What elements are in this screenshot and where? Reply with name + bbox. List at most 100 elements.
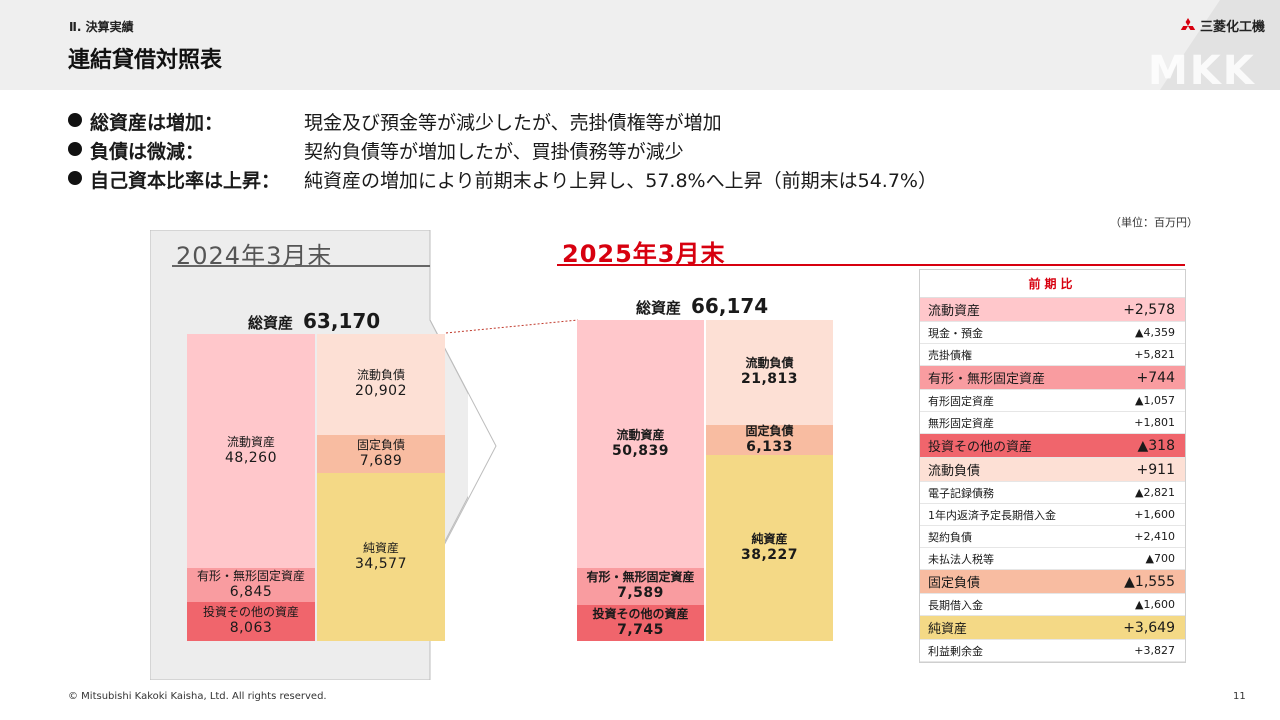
current-net-assets: 純資産 38,227 <box>706 455 833 641</box>
block-value: 7,745 <box>617 621 664 638</box>
prior-fixed-assets: 有形・無形固定資産 6,845 <box>187 568 315 602</box>
row-label: 売掛債権 <box>928 348 972 362</box>
block-value: 8,063 <box>229 620 273 637</box>
company-logo: 三菱化工機 <box>1180 16 1265 35</box>
row-label: 固定負債 <box>928 576 981 591</box>
bullet-label: 自己資本比率は上昇： <box>90 170 281 192</box>
current-investments: 投資その他の資産 7,745 <box>577 605 704 641</box>
row-value: +2,410 <box>1134 530 1175 543</box>
row-label: 投資その他の資産 <box>928 440 1033 455</box>
row-value: ▲1,057 <box>1135 394 1175 407</box>
comparison-main-row: 有形・無形固定資産 +744 <box>920 366 1185 390</box>
row-label: 流動資産 <box>928 304 981 319</box>
comparison-rows: 流動資産 +2,578 現金・預金 ▲4,359 売掛債権 +5,821 有形・無形固定資産… <box>920 298 1185 662</box>
row-value: +3,649 <box>1123 619 1175 636</box>
header-decoration <box>1160 0 1280 90</box>
block-label: 有形・無形固定資産 <box>196 568 305 583</box>
bullet-text: 契約負債等が増加したが、買掛債務等が減少 <box>304 141 684 163</box>
total-assets-value: 66,174 <box>691 294 769 318</box>
comparison-sub-row: 無形固定資産 +1,801 <box>920 412 1185 434</box>
row-label: 純資産 <box>928 622 968 637</box>
yoy-comparison-table: 前期比 流動資産 +2,578 現金・預金 ▲4,359 売掛債権 +5,821 有形・無形… <box>919 269 1186 663</box>
block-value: 6,133 <box>746 438 793 455</box>
row-value: ▲2,821 <box>1135 486 1175 499</box>
row-label: 未払法人税等 <box>928 552 994 566</box>
row-value: ▲4,359 <box>1135 326 1175 339</box>
block-value: 7,589 <box>617 585 664 602</box>
block-value: 20,902 <box>355 383 407 400</box>
current-fixed-assets: 有形・無形固定資産 7,589 <box>577 568 704 605</box>
current-period-label: 2025年3月末 <box>562 240 726 268</box>
row-value: +5,821 <box>1134 348 1175 361</box>
current-current-liabilities: 流動負債 21,813 <box>706 320 833 425</box>
block-value: 21,813 <box>740 371 799 388</box>
row-value: +2,578 <box>1123 301 1175 318</box>
page-title: 連結貸借対照表 <box>68 48 223 73</box>
comparison-main-row: 純資産 +3,649 <box>920 616 1185 640</box>
row-value: ▲318 <box>1137 437 1176 454</box>
row-label: 現金・預金 <box>928 326 983 340</box>
row-value: ▲1,600 <box>1135 598 1175 611</box>
comparison-main-row: 固定負債 ▲1,555 <box>920 570 1185 594</box>
section-label: Ⅱ. 決算実績 <box>69 20 134 34</box>
block-value: 34,577 <box>355 555 407 572</box>
row-label: 無形固定資産 <box>928 416 994 430</box>
comparison-sub-row: 売掛債権 +5,821 <box>920 344 1185 366</box>
three-diamonds-icon <box>1180 17 1196 30</box>
bullet-dot-icon <box>68 171 82 185</box>
row-value: +911 <box>1136 461 1175 478</box>
row-value: ▲700 <box>1145 552 1175 565</box>
prior-period-underline <box>172 265 430 267</box>
prior-current-assets: 流動資産 48,260 <box>187 334 315 568</box>
prior-investments: 投資その他の資産 8,063 <box>187 602 315 641</box>
row-label: 電子記録債務 <box>928 486 994 500</box>
block-value: 38,227 <box>740 546 799 563</box>
row-value: +1,600 <box>1134 508 1175 521</box>
block-label: 流動負債 <box>745 356 794 371</box>
row-label: 利益剰余金 <box>928 644 983 658</box>
block-label: 投資その他の資産 <box>202 605 299 620</box>
block-label: 流動資産 <box>616 427 665 442</box>
slide-header: Ⅱ. 決算実績 連結貸借対照表 MKK 三菱化工機 <box>0 0 1280 90</box>
block-label: 有形・無形固定資産 <box>586 570 695 585</box>
block-label: 純資産 <box>362 540 399 555</box>
row-value: +3,827 <box>1134 644 1175 657</box>
row-label: 流動負債 <box>928 464 981 479</box>
prior-net-assets: 純資産 34,577 <box>317 473 445 641</box>
block-value: 48,260 <box>225 449 277 466</box>
total-assets-label: 総資産 <box>636 299 682 317</box>
comparison-header: 前期比 <box>920 270 1185 298</box>
comparison-sub-row: 長期借入金 ▲1,600 <box>920 594 1185 616</box>
row-value: ▲1,555 <box>1124 573 1175 590</box>
prior-total-assets: 総資産 63,170 <box>248 309 380 333</box>
comparison-sub-row: 現金・預金 ▲4,359 <box>920 322 1185 344</box>
row-value: +1,801 <box>1134 416 1175 429</box>
bullet-text: 純資産の増加により前期末より上昇し、57.8%へ上昇（前期末は54.7%） <box>304 170 937 192</box>
block-label: 固定負債 <box>356 437 405 452</box>
total-assets-value: 63,170 <box>303 309 381 333</box>
comparison-sub-row: 電子記録債務 ▲2,821 <box>920 482 1185 504</box>
current-fixed-liabilities: 固定負債 6,133 <box>706 423 833 455</box>
comparison-sub-row: 利益剰余金 +3,827 <box>920 640 1185 662</box>
comparison-sub-row: 未払法人税等 ▲700 <box>920 548 1185 570</box>
bullet-text: 現金及び預金等が減少したが、売掛債権等が増加 <box>304 112 722 134</box>
comparison-sub-row: 1年内返済予定長期借入金 +1,600 <box>920 504 1185 526</box>
watermark-logo: MKK <box>1148 48 1256 90</box>
row-label: 長期借入金 <box>928 598 983 612</box>
copyright: © Mitsubishi Kakoki Kaisha, Ltd. All rig… <box>68 691 327 702</box>
block-value: 50,839 <box>611 442 670 459</box>
row-label: 1年内返済予定長期借入金 <box>928 508 1056 522</box>
bullet-label: 負債は微減： <box>90 141 205 163</box>
bullet-label: 総資産は増加： <box>90 112 224 134</box>
comparison-main-row: 流動負債 +911 <box>920 458 1185 482</box>
current-total-assets: 総資産 66,174 <box>636 294 768 318</box>
block-label: 投資その他の資産 <box>592 606 689 621</box>
block-label: 流動資産 <box>226 434 275 449</box>
block-value: 6,845 <box>229 583 273 600</box>
row-label: 有形・無形固定資産 <box>928 372 1046 387</box>
block-value: 7,689 <box>359 452 403 469</box>
block-label: 固定負債 <box>745 423 794 438</box>
row-value: +744 <box>1136 369 1175 386</box>
current-period-underline <box>557 264 1185 266</box>
bullet-dot-icon <box>68 142 82 156</box>
